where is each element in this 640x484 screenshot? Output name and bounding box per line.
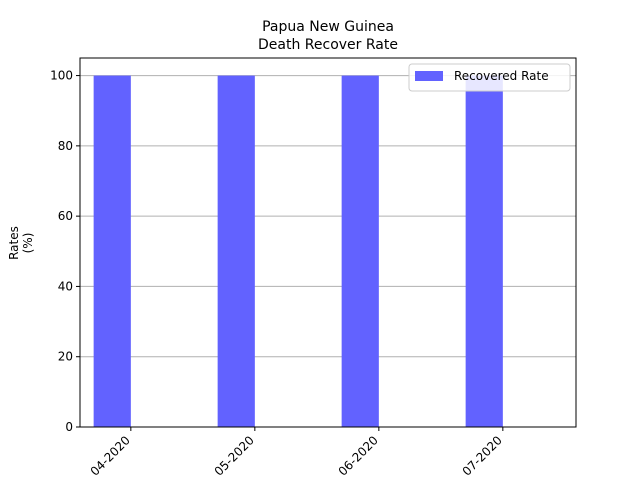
y-axis-label: Rates (%) xyxy=(7,226,35,260)
bar-07-2020 xyxy=(465,75,503,428)
bar-06-2020 xyxy=(341,75,379,428)
y-axis-ticks: 0 20 40 60 80 100 xyxy=(50,69,80,434)
y-tick-label: 80 xyxy=(58,139,73,153)
y-tick-label: 60 xyxy=(58,209,73,223)
y-axis-label-text: Rates xyxy=(7,226,21,260)
bars xyxy=(93,75,503,428)
chart-subtitle: Death Recover Rate xyxy=(258,37,398,53)
y-axis-label-unit: (%) xyxy=(21,233,35,254)
legend-label-recovered-rate: Recovered Rate xyxy=(454,69,549,83)
y-tick-label: 0 xyxy=(65,420,73,434)
chart-title: Papua New Guinea xyxy=(262,19,394,35)
y-tick-label: 40 xyxy=(58,279,73,293)
legend: Recovered Rate xyxy=(408,63,571,92)
bar-05-2020 xyxy=(217,75,255,428)
bar-04-2020 xyxy=(93,75,131,428)
legend-swatch-recovered-rate xyxy=(415,71,443,81)
legend-box xyxy=(408,63,571,92)
y-tick-label: 20 xyxy=(58,350,73,364)
y-tick-label: 100 xyxy=(50,69,73,83)
axes-frame xyxy=(79,57,577,428)
